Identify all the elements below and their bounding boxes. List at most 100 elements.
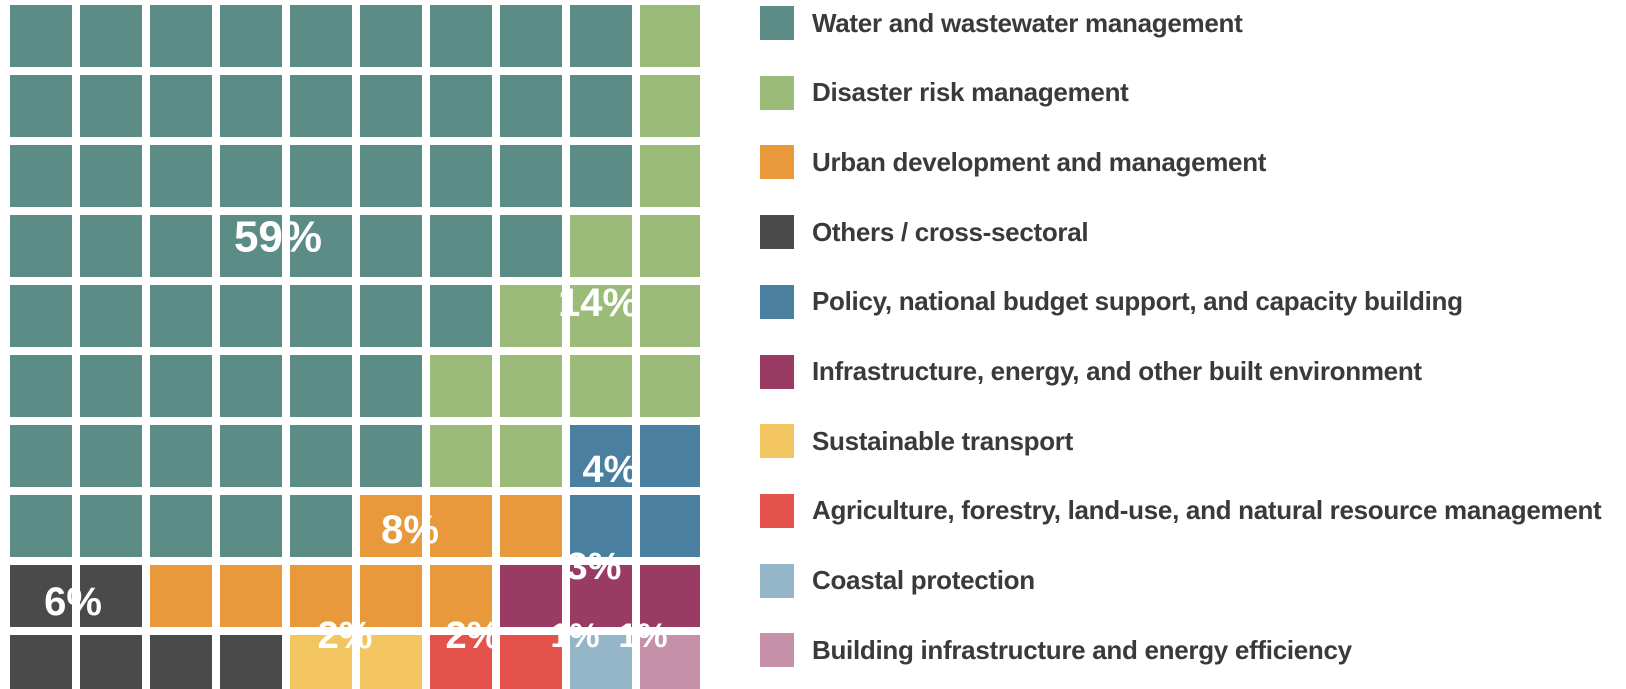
waffle-cell	[10, 5, 72, 67]
legend-swatch	[760, 354, 794, 389]
waffle-cell	[500, 425, 562, 487]
waffle-cell	[360, 145, 422, 207]
legend-swatch	[760, 145, 794, 180]
legend-item: Infrastructure, energy, and other built …	[760, 354, 1422, 390]
waffle-cell	[290, 75, 352, 137]
legend-swatch	[760, 563, 794, 598]
waffle-cell	[360, 425, 422, 487]
legend: Water and wastewater management Disaster …	[760, 0, 1626, 689]
legend-item: Urban development and management	[760, 144, 1266, 180]
waffle-cell	[290, 495, 352, 557]
legend-swatch	[760, 493, 794, 528]
data-label: 8%	[381, 508, 439, 552]
legend-swatch	[760, 6, 794, 40]
waffle-cell	[290, 285, 352, 347]
data-label: 1%	[618, 617, 667, 655]
waffle-cell	[10, 635, 72, 689]
legend-swatch	[760, 633, 794, 668]
waffle-cell	[360, 565, 422, 627]
waffle-cell	[640, 75, 700, 137]
legend-label: Urban development and management	[812, 146, 1267, 177]
waffle-cell	[570, 5, 632, 67]
waffle-cell	[500, 215, 562, 277]
waffle-cell	[360, 5, 422, 67]
waffle-cell	[640, 425, 700, 487]
legend-item: Others / cross-sectoral	[760, 214, 1089, 250]
waffle-cell	[430, 565, 492, 627]
waffle-cell	[150, 75, 212, 137]
data-label: 4%	[583, 449, 638, 491]
waffle-cell	[430, 495, 492, 557]
legend-item: Policy, national budget support, and cap…	[760, 284, 1463, 320]
data-label: 14%	[558, 281, 638, 325]
waffle-cell	[570, 425, 632, 487]
waffle-cell	[80, 425, 142, 487]
waffle-cell	[360, 495, 422, 557]
waffle-cell	[430, 635, 492, 689]
waffle-cell	[290, 355, 352, 417]
waffle-cell	[640, 495, 700, 557]
waffle-cell	[500, 75, 562, 137]
waffle-cell	[150, 425, 212, 487]
waffle-cell	[570, 75, 632, 137]
waffle-cell	[570, 145, 632, 207]
waffle-cell	[220, 635, 282, 689]
waffle-cell	[500, 145, 562, 207]
waffle-cell	[430, 145, 492, 207]
waffle-cell	[80, 285, 142, 347]
legend-item: Agriculture, forestry, land-use, and nat…	[760, 493, 1602, 529]
data-label: 3%	[567, 546, 622, 588]
waffle-cell	[570, 565, 632, 627]
waffle-cell	[290, 635, 352, 689]
waffle-cell	[500, 5, 562, 67]
waffle-cell	[150, 5, 212, 67]
waffle-cell	[430, 425, 492, 487]
legend-label: Policy, national budget support, and cap…	[812, 286, 1463, 317]
waffle-cell	[220, 355, 282, 417]
legend-label: Water and wastewater management	[812, 7, 1243, 38]
waffle-cell	[80, 145, 142, 207]
waffle-cell	[220, 285, 282, 347]
legend-label: Sustainable transport	[812, 425, 1073, 456]
waffle-cell	[10, 425, 72, 487]
waffle-cell	[640, 5, 700, 67]
waffle-cell	[10, 285, 72, 347]
waffle-cell	[10, 145, 72, 207]
waffle-cell	[220, 145, 282, 207]
waffle-cell	[220, 565, 282, 627]
legend-swatch	[760, 424, 794, 459]
waffle-cell	[150, 635, 212, 689]
waffle-cell	[80, 5, 142, 67]
legend-swatch	[760, 215, 794, 250]
waffle-cell	[570, 355, 632, 417]
waffle-cell	[290, 5, 352, 67]
waffle-cell	[360, 355, 422, 417]
waffle-cell	[150, 565, 212, 627]
waffle-cell	[150, 355, 212, 417]
waffle-cell	[290, 215, 352, 277]
waffle-cell	[570, 215, 632, 277]
data-label: 6%	[44, 580, 102, 624]
waffle-cell	[360, 75, 422, 137]
legend-item: Coastal protection	[760, 563, 1035, 599]
waffle-cell	[10, 75, 72, 137]
waffle-cell	[640, 145, 700, 207]
waffle-cell	[430, 355, 492, 417]
waffle-cell	[500, 285, 562, 347]
waffle-cell	[430, 75, 492, 137]
waffle-cell	[500, 565, 562, 627]
waffle-cell	[290, 145, 352, 207]
waffle-cell	[640, 215, 700, 277]
waffle-cell	[220, 425, 282, 487]
legend-swatch	[760, 284, 794, 319]
legend-label: Others / cross-sectoral	[812, 216, 1089, 247]
waffle-cell	[570, 635, 632, 689]
waffle-cell	[150, 285, 212, 347]
data-label: 2%	[446, 615, 501, 657]
waffle-cell	[640, 565, 700, 627]
legend-label: Infrastructure, energy, and other built …	[812, 356, 1422, 386]
waffle-cell	[570, 495, 632, 557]
legend-item: Sustainable transport	[760, 423, 1073, 459]
waffle-cell	[500, 355, 562, 417]
waffle-cell	[80, 75, 142, 137]
